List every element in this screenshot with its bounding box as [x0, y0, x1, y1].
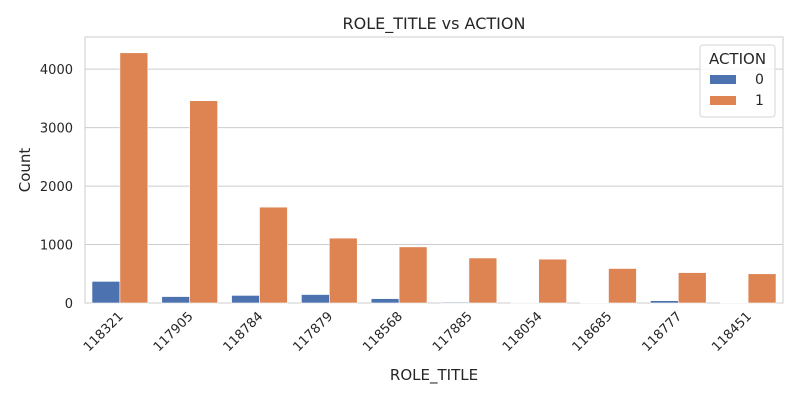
y-axis-ticks: 0 1000 2000 3000 4000 [40, 63, 73, 312]
legend-label-1: 1 [755, 93, 764, 109]
legend: ACTION 0 1 [699, 44, 776, 118]
bar-series-1-118321 [119, 52, 149, 304]
legend-title: ACTION [709, 50, 766, 68]
bar-series-1-118568 [398, 246, 428, 304]
legend-swatch-0 [710, 75, 736, 84]
x-axis-ticks: 118321 117905 118784 117879 118568 117885 1180… [81, 309, 755, 355]
bar-series-1-118451 [747, 273, 777, 304]
x-tick-label: 117879 [290, 309, 336, 355]
x-tick-label: 117885 [430, 309, 476, 355]
bar-series-0-118568 [370, 298, 400, 304]
bar-series-0-118777 [650, 300, 679, 304]
bar-series-0-118321 [91, 281, 121, 304]
y-tick-label: 1000 [40, 239, 73, 254]
bar-series-1-117905 [189, 100, 218, 304]
y-axis-label: Count [16, 148, 34, 193]
bar-series-1-117885 [468, 257, 498, 304]
x-tick-label: 118568 [360, 309, 406, 355]
bar-series-0-117879 [301, 294, 330, 304]
bar-series-1-118777 [677, 272, 707, 304]
bars [91, 52, 777, 304]
bar-series-1-118685 [608, 268, 637, 304]
x-axis-label: ROLE_TITLE [390, 366, 478, 385]
bar-series-1-117879 [328, 237, 358, 304]
x-tick-label: 117905 [151, 309, 197, 355]
legend-swatch-1 [710, 96, 736, 105]
bar-series-0-117885 [440, 301, 470, 304]
x-tick-label: 118777 [639, 309, 685, 355]
x-tick-label: 118451 [709, 309, 755, 355]
y-tick-label: 4000 [40, 63, 73, 78]
x-tick-label: 118784 [221, 309, 267, 355]
x-tick-label: 118685 [570, 309, 616, 355]
y-tick-label: 0 [65, 297, 73, 312]
x-tick-label: 118321 [81, 309, 127, 355]
bar-series-1-118054 [538, 258, 567, 304]
legend-label-0: 0 [755, 72, 764, 88]
x-tick-label: 118054 [500, 309, 546, 355]
y-tick-label: 2000 [40, 180, 73, 195]
bar-series-0-117905 [161, 296, 190, 304]
chart-title: ROLE_TITLE vs ACTION [343, 14, 526, 34]
bar-series-1-118784 [259, 206, 288, 304]
y-tick-label: 3000 [40, 122, 73, 137]
bar-series-0-118784 [231, 295, 260, 304]
bar-series-0-118054 [510, 302, 539, 304]
